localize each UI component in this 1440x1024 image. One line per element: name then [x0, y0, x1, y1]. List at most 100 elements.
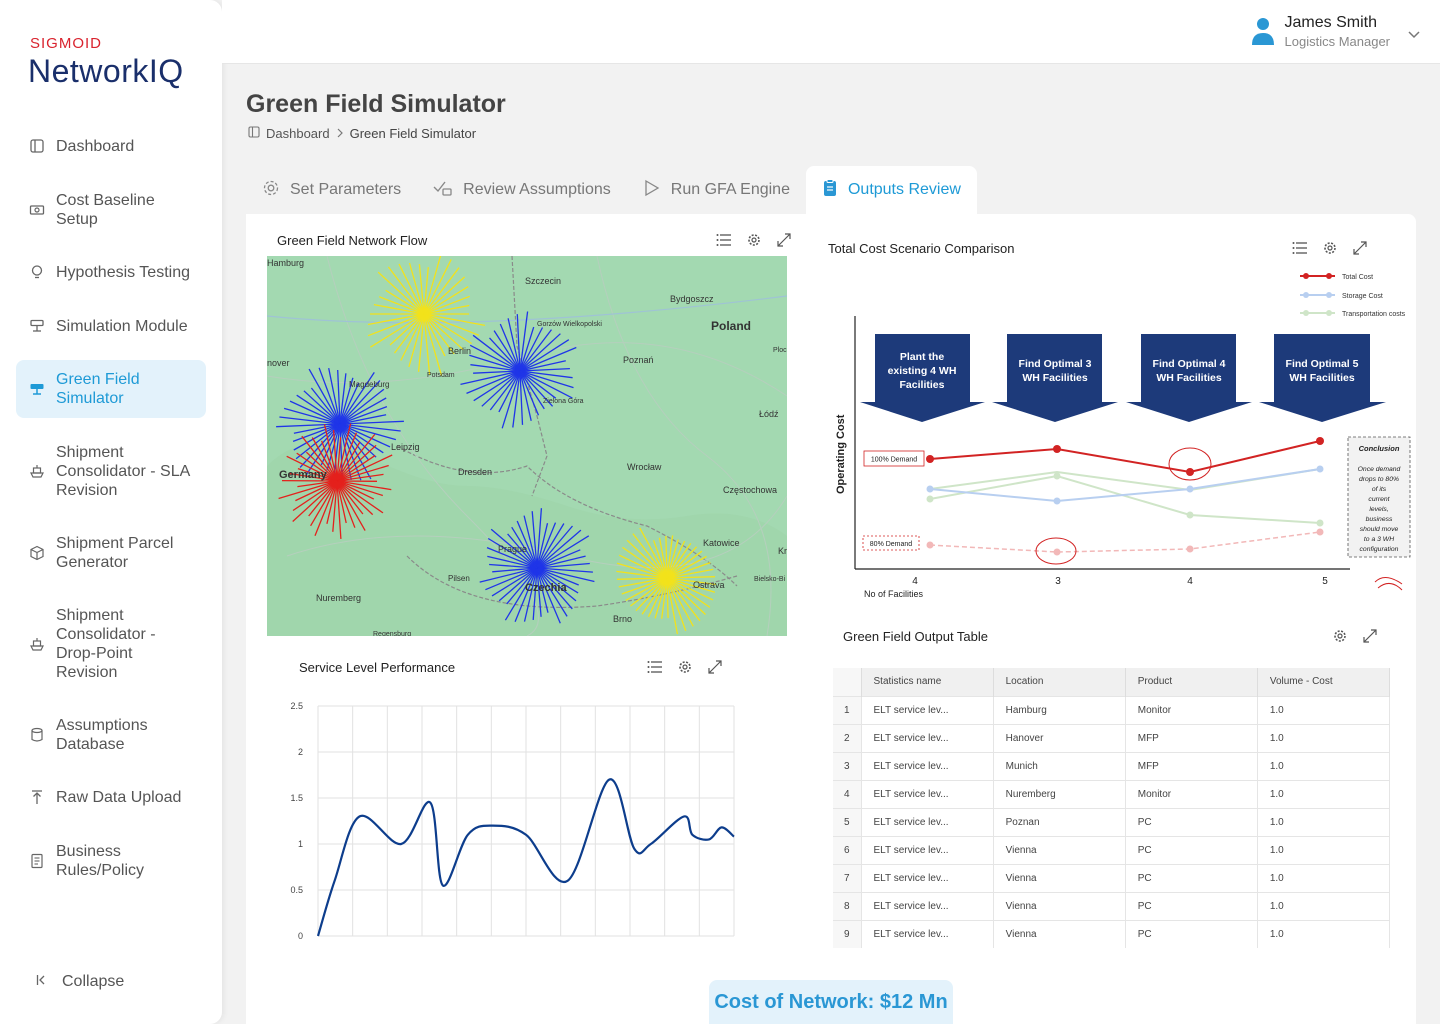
table-cell: Monitor [1125, 779, 1258, 808]
flow-burst [479, 508, 595, 624]
sidebar-item-label: Hypothesis Testing [56, 263, 190, 281]
table-row[interactable]: 6 ELT service lev... Vienna PC 1.0 [833, 835, 1391, 864]
tab-review-assumptions[interactable]: Review Assumptions [417, 166, 627, 214]
table-cell: ELT service lev... [861, 919, 994, 948]
y-tick-label: 0.5 [290, 885, 303, 895]
dashboard-icon [248, 126, 260, 141]
flow-burst [616, 527, 716, 635]
table-row[interactable]: 4 ELT service lev... Nuremberg Monitor 1.0 [833, 779, 1391, 808]
map-tools [714, 230, 794, 250]
scenario-banner: Find Optimal 5 WH Facilities [1259, 334, 1386, 422]
collapse-label: Collapse [62, 973, 125, 990]
table-row-index: 7 [833, 863, 862, 892]
x-tick: 4 [912, 576, 918, 587]
svg-text:existing 4 WH: existing 4 WH [888, 365, 957, 377]
network-flow-map[interactable]: Hamburg Szczecin Bydgoszcz Poland Berlin Pots… [267, 256, 787, 636]
service-level-line [316, 778, 735, 937]
svg-text:WH Facilities: WH Facilities [1022, 372, 1088, 384]
gear-icon[interactable] [744, 230, 764, 250]
table-cell: ELT service lev... [861, 723, 994, 752]
map-place-label: Częstochowa [723, 485, 777, 495]
sidebar-item-simulation[interactable]: Simulation Module [16, 316, 206, 336]
sidebar-item-hypothesis[interactable]: Hypothesis Testing [16, 262, 206, 282]
gear-icon[interactable] [675, 657, 695, 677]
table-cell: ELT service lev... [861, 807, 994, 836]
table-header[interactable]: Location [993, 668, 1126, 696]
conclusion-title: Conclusion [1359, 444, 1400, 453]
sidebar-item-dashboard[interactable]: Dashboard [16, 136, 206, 156]
sidebar-item-label: Business Rules/Policy [56, 843, 145, 879]
table-cell: ELT service lev... [861, 891, 994, 920]
sidebar-item-shipment-drop-point[interactable]: Shipment Consolidator - Drop-Point Revis… [16, 605, 206, 682]
table-title: Green Field Output Table [843, 629, 989, 644]
chevron-down-icon[interactable] [1408, 26, 1420, 44]
sidebar-item-shipment-sla[interactable]: Shipment Consolidator - SLA Revision [16, 442, 206, 500]
table-row[interactable]: 3 ELT service lev... Munich MFP 1.0 [833, 751, 1391, 780]
demand-80-label: 80% Demand [870, 541, 913, 548]
table-cell: Hamburg [993, 695, 1126, 724]
table-row[interactable]: 8 ELT service lev... Vienna PC 1.0 [833, 891, 1391, 920]
table-cell: Vienna [993, 835, 1126, 864]
table-row[interactable]: 2 ELT service lev... Hanover MFP 1.0 [833, 723, 1391, 752]
tab-set-parameters[interactable]: Set Parameters [246, 166, 417, 214]
sidebar-item-cost-baseline[interactable]: Cost Baseline Setup [16, 190, 206, 230]
legend-storage-cost: Storage Cost [1342, 293, 1383, 300]
database-icon [28, 726, 46, 744]
map-place-label: nover [267, 358, 290, 368]
table-row[interactable]: 9 ELT service lev... Vienna PC 1.0 [833, 919, 1391, 948]
table-header[interactable]: Statistics name [861, 668, 994, 696]
expand-icon[interactable] [705, 657, 725, 677]
table-cell: Nuremberg [993, 779, 1126, 808]
tab-run-gfa[interactable]: Run GFA Engine [627, 166, 806, 214]
sidebar-item-assumptions-db[interactable]: Assumptions Database [16, 715, 206, 755]
upload-icon [28, 788, 46, 806]
map-place-label: Pilsen [448, 574, 470, 583]
table-cell: 1.0 [1257, 807, 1391, 836]
sidebar-item-label: Green Field Simulator [56, 371, 140, 407]
list-icon[interactable] [1290, 238, 1310, 258]
expand-icon[interactable] [1360, 626, 1380, 646]
svg-text:WH Facilities: WH Facilities [1156, 372, 1222, 384]
y-tick-label: 0 [298, 931, 303, 941]
sidebar-item-business-rules[interactable]: Business Rules/Policy [16, 841, 206, 881]
gear-icon[interactable] [1320, 238, 1340, 258]
x-tick: 3 [1055, 576, 1061, 587]
table-cell: 1.0 [1257, 779, 1391, 808]
map-place-label: Hamburg [267, 258, 304, 268]
map-place-label: Wrocław [627, 462, 662, 472]
brand-company: SIGMOID [30, 35, 103, 52]
list-icon[interactable] [645, 657, 665, 677]
collapse-icon [36, 973, 48, 991]
map-title: Green Field Network Flow [277, 233, 428, 248]
brand-product: NetworkIQ [28, 53, 184, 89]
table-row[interactable]: 1 ELT service lev... Hamburg Monitor 1.0 [833, 695, 1391, 724]
user-menu[interactable]: James Smith Logistics Manager [1251, 14, 1421, 51]
table-header[interactable]: Product [1125, 668, 1258, 696]
breadcrumb-link-dashboard[interactable]: Dashboard [266, 126, 330, 141]
expand-icon[interactable] [1350, 238, 1370, 258]
table-cell: ELT service lev... [861, 863, 994, 892]
sidebar-item-parcel[interactable]: Shipment Parcel Generator [16, 533, 206, 573]
list-icon[interactable] [714, 230, 734, 250]
table-row[interactable]: 7 ELT service lev... Vienna PC 1.0 [833, 863, 1391, 892]
user-name: James Smith [1284, 14, 1377, 31]
collapse-button[interactable]: Collapse [36, 973, 124, 991]
table-header[interactable]: Volume - Cost [1257, 668, 1391, 696]
mini-logo-icon [1374, 577, 1403, 591]
tab-outputs-review[interactable]: Outputs Review [805, 166, 977, 214]
sidebar-item-green-field[interactable]: Green Field Simulator [16, 360, 206, 418]
sidebar-item-raw-upload[interactable]: Raw Data Upload [16, 787, 206, 807]
sidebar-item-label: Shipment Consolidator - SLA Revision [56, 443, 190, 499]
dashboard-icon [28, 137, 46, 155]
sidebar-item-label: Shipment Parcel Generator [56, 535, 174, 571]
table-cell: 1.0 [1257, 891, 1391, 920]
sidebar-item-label: Cost Baseline Setup [56, 192, 155, 228]
table-row[interactable]: 5 ELT service lev... Poznan PC 1.0 [833, 807, 1391, 836]
expand-icon[interactable] [774, 230, 794, 250]
sidebar-item-label: Assumptions Database [56, 717, 148, 753]
gear-icon[interactable] [1330, 626, 1350, 646]
table-row-index: 3 [833, 751, 862, 780]
table-cell: ELT service lev... [861, 835, 994, 864]
table-cell: ELT service lev... [861, 779, 994, 808]
table-cell: Vienna [993, 891, 1126, 920]
